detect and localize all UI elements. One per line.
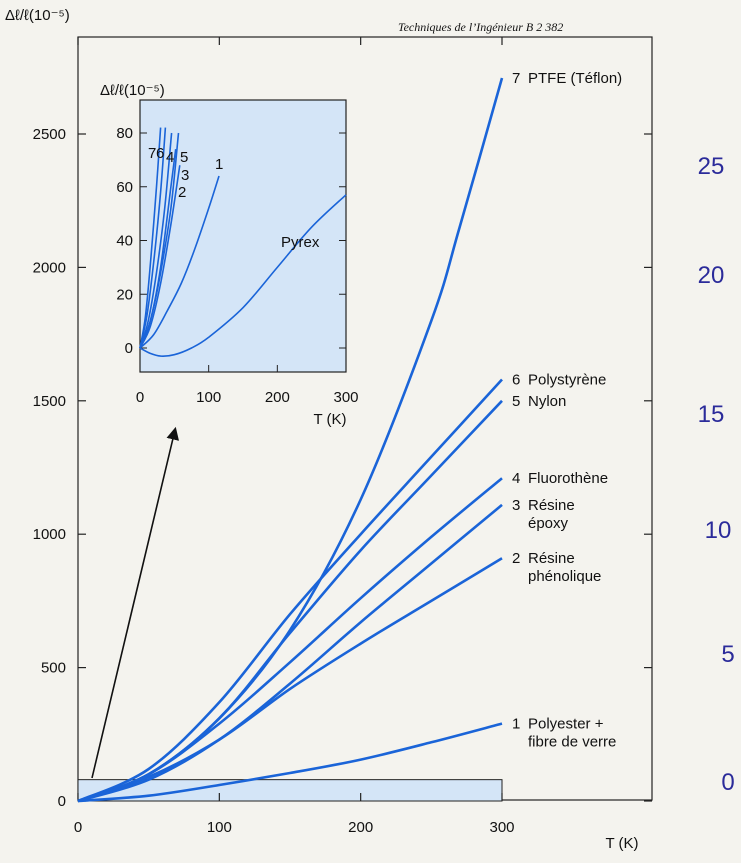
inset-label-4: 4 bbox=[166, 149, 174, 166]
curve-label-6: Polystyrène bbox=[528, 371, 606, 388]
main-x-tick-label: 0 bbox=[74, 819, 82, 836]
inset-label-1: 1 bbox=[215, 156, 223, 173]
inset-y-tick-label: 60 bbox=[116, 179, 133, 196]
side-scale-number: 20 bbox=[698, 262, 725, 289]
inset-label-pyrex: Pyrex bbox=[281, 234, 320, 251]
curve-number-6: 6 bbox=[512, 371, 520, 388]
curve-label-3: Résine époxy bbox=[528, 497, 575, 532]
zoom-arrow bbox=[91, 426, 179, 779]
side-scale-number: 15 bbox=[698, 401, 725, 428]
main-x-axis-title: T (K) bbox=[605, 835, 638, 852]
inset-x-tick-label: 300 bbox=[333, 389, 358, 406]
curve-label-2: Résine phénolique bbox=[528, 550, 601, 585]
side-scale: 25 20 15 10 5 0 bbox=[698, 153, 735, 796]
main-y-tick-label: 2000 bbox=[33, 259, 66, 276]
main-x-tick-label: 300 bbox=[489, 819, 514, 836]
curve-label-1: Polyester + fibre de verre bbox=[528, 716, 616, 751]
main-x-tick-label: 200 bbox=[348, 819, 373, 836]
curve-number-3: 3 bbox=[512, 497, 520, 514]
curve-label-4: Fluorothène bbox=[528, 470, 608, 487]
curve-2 bbox=[77, 557, 503, 803]
curve-label-7: PTFE (Téflon) bbox=[528, 70, 622, 87]
inset-label-2: 2 bbox=[178, 184, 186, 201]
main-curve-labels: 7 PTFE (Téflon) 6 Polystyrène 5 Nylon 4 Fluorot… bbox=[512, 70, 622, 751]
inset-y-ticks: 0 20 40 60 80 bbox=[116, 125, 346, 357]
main-y-tick-label: 2500 bbox=[33, 126, 66, 143]
inset-label-6: 6 bbox=[156, 145, 164, 162]
curve-1 bbox=[77, 722, 503, 803]
main-y-tick-label: 500 bbox=[41, 660, 66, 677]
inset-x-tick-label: 100 bbox=[196, 389, 221, 406]
inset-curve-3 bbox=[139, 148, 177, 349]
side-scale-number: 25 bbox=[698, 153, 725, 180]
inset-y-tick-label: 80 bbox=[116, 125, 133, 142]
inset-x-tick-label: 0 bbox=[136, 389, 144, 406]
curve-number-2: 2 bbox=[512, 550, 520, 567]
curve-label-5: Nylon bbox=[528, 393, 566, 410]
inset-curve-pyrex bbox=[139, 194, 347, 357]
curve-number-7: 7 bbox=[512, 70, 520, 87]
main-x-ticks: 0 100 200 300 bbox=[74, 37, 515, 836]
inset-curves bbox=[139, 127, 347, 357]
source-note: Techniques de l’Ingénieur B 2 382 bbox=[398, 20, 563, 34]
inset-curve-2 bbox=[139, 165, 181, 349]
main-curves bbox=[77, 77, 504, 803]
curve-4 bbox=[77, 477, 503, 803]
inset-curve-6 bbox=[139, 127, 167, 349]
inset-y-tick-label: 40 bbox=[116, 233, 133, 250]
curve-number-4: 4 bbox=[512, 470, 520, 487]
inset-label-3: 3 bbox=[181, 167, 189, 184]
main-y-tick-label: 1000 bbox=[33, 526, 66, 543]
inset-y-axis-title: Δℓ/ℓ(10⁻⁵) bbox=[100, 82, 165, 99]
zoom-region bbox=[77, 779, 503, 802]
curve-6 bbox=[77, 378, 503, 803]
side-scale-number: 10 bbox=[705, 517, 732, 544]
side-scale-number: 5 bbox=[721, 641, 734, 668]
main-y-tick-label: 1500 bbox=[33, 393, 66, 410]
curve-3 bbox=[77, 503, 503, 803]
inset-x-axis-title: T (K) bbox=[313, 411, 346, 428]
inset-curve-1 bbox=[139, 175, 220, 349]
inset-curve-labels: 7 6 4 532 1 Pyrex bbox=[148, 145, 320, 251]
inset-plot-frame bbox=[139, 99, 347, 373]
inset-x-ticks: 0 100 200 300 bbox=[136, 365, 359, 406]
main-x-tick-label: 100 bbox=[207, 819, 232, 836]
inset-curve-4 bbox=[139, 132, 173, 349]
main-y-tick-label: 0 bbox=[58, 793, 66, 810]
curve-number-5: 5 bbox=[512, 393, 520, 410]
inset-curve-7 bbox=[139, 127, 162, 349]
inset-x-tick-label: 200 bbox=[265, 389, 290, 406]
side-scale-number: 0 bbox=[721, 769, 734, 796]
inset-label-7: 7 bbox=[148, 145, 156, 162]
curve-number-1: 1 bbox=[512, 716, 520, 733]
inset-y-tick-label: 0 bbox=[125, 340, 133, 357]
main-y-axis-title: Δℓ/ℓ(10⁻⁵) bbox=[5, 7, 70, 24]
inset-y-tick-label: 20 bbox=[116, 286, 133, 303]
inset-label-5: 5 bbox=[180, 149, 188, 166]
